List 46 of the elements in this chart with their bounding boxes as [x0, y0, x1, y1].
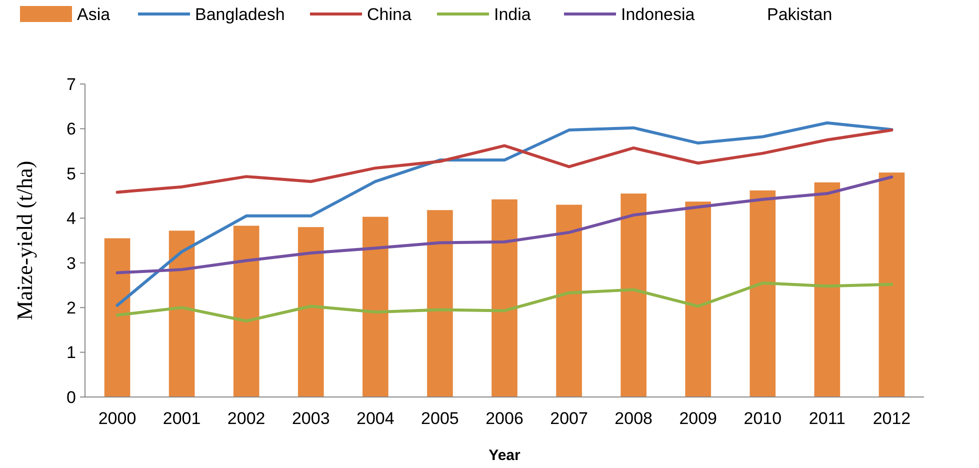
line-series — [116, 281, 894, 322]
bar — [427, 210, 453, 397]
legend-label: India — [494, 5, 532, 24]
y-tick-label: 1 — [66, 343, 76, 362]
legend-label: Indonesia — [621, 5, 696, 24]
line-series — [116, 128, 894, 194]
x-tick-label: 2008 — [614, 409, 652, 428]
bar — [233, 226, 260, 397]
x-tick-label: 2009 — [679, 409, 718, 428]
y-tick-label: 5 — [66, 164, 76, 184]
bar — [814, 182, 840, 397]
bar — [556, 204, 582, 397]
x-tick-label: 2011 — [808, 409, 846, 428]
y-tick-label: 2 — [66, 298, 76, 318]
y-tick-label: 3 — [66, 254, 76, 273]
bar — [104, 238, 130, 397]
x-tick-label: 2010 — [744, 409, 782, 428]
x-tick-label: 2004 — [356, 409, 394, 428]
y-axis-title: Maize-yield (t/ha) — [12, 160, 37, 320]
line-series — [116, 176, 894, 274]
x-tick-label: 2005 — [421, 409, 459, 428]
bar — [298, 227, 324, 397]
legend-label: Bangladesh — [195, 5, 285, 24]
x-tick-label: 2003 — [292, 409, 330, 428]
x-tick-label: 2001 — [162, 409, 201, 428]
x-axis-title: Year — [488, 447, 521, 464]
bar — [685, 202, 712, 397]
bar — [168, 230, 195, 397]
y-tick-label: 6 — [66, 120, 76, 139]
x-tick-label: 2012 — [872, 409, 911, 428]
y-tick-label: 7 — [66, 74, 76, 94]
legend-label: Asia — [77, 5, 111, 24]
y-tick-label: 0 — [66, 388, 76, 407]
bar — [750, 190, 776, 397]
bar — [878, 172, 905, 397]
line-series — [116, 121, 894, 307]
bar — [362, 216, 388, 397]
y-tick-label: 4 — [66, 209, 76, 228]
x-tick-label: 2000 — [98, 409, 136, 428]
x-tick-label: 2002 — [227, 409, 266, 428]
x-tick-label: 2007 — [550, 409, 588, 428]
bar — [492, 199, 518, 397]
bar — [620, 194, 646, 397]
legend-label: China — [367, 5, 412, 24]
text: Pakistan — [767, 5, 832, 24]
x-tick-label: 2006 — [486, 409, 524, 428]
